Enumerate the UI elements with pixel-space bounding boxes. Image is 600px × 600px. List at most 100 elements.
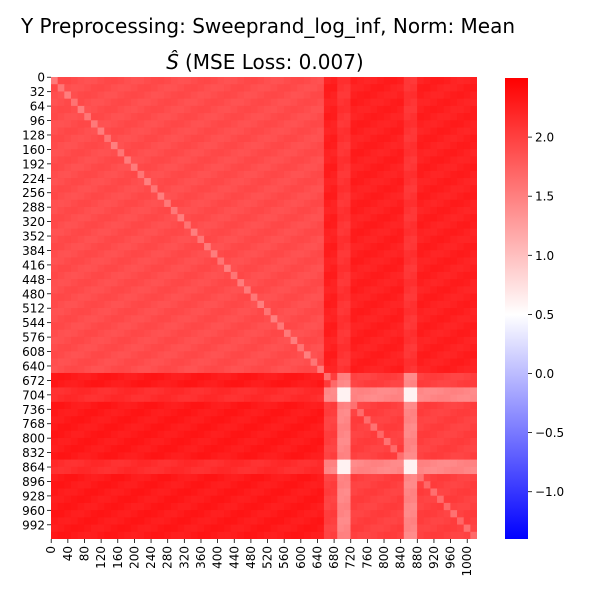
heatmap-cell xyxy=(70,127,79,136)
heatmap-cell xyxy=(244,257,252,266)
heatmap-cell xyxy=(423,192,432,201)
heatmap-cell xyxy=(190,185,199,194)
heatmap-cell xyxy=(430,423,438,432)
heatmap-cell xyxy=(237,178,245,186)
heatmap-cell xyxy=(337,178,345,186)
heatmap-cell xyxy=(204,170,212,179)
heatmap-cell xyxy=(290,235,298,244)
heatmap-cell xyxy=(377,235,385,244)
heatmap-cell xyxy=(177,286,185,295)
heatmap-cell xyxy=(410,192,418,201)
heatmap-cell xyxy=(257,336,265,345)
heatmap-cell xyxy=(377,141,385,150)
heatmap-cell xyxy=(117,488,125,497)
heatmap-cell xyxy=(157,308,165,316)
heatmap-cell xyxy=(357,308,365,316)
heatmap-cell xyxy=(110,156,119,165)
heatmap-cell xyxy=(283,134,292,143)
heatmap-cell xyxy=(277,495,285,504)
heatmap-cell xyxy=(237,221,245,230)
heatmap-cell xyxy=(410,502,418,511)
heatmap-cell xyxy=(250,257,258,266)
heatmap-cell xyxy=(377,271,385,280)
heatmap-cell xyxy=(217,452,225,461)
heatmap-cell xyxy=(197,329,205,338)
heatmap-cell xyxy=(403,178,412,186)
heatmap-cell xyxy=(383,300,392,309)
heatmap-cell xyxy=(84,170,92,179)
heatmap-cell xyxy=(297,336,305,345)
heatmap-cell xyxy=(110,481,119,490)
heatmap-cell xyxy=(397,510,405,518)
heatmap-cell xyxy=(377,488,385,497)
heatmap-cell xyxy=(457,257,465,266)
heatmap-cell xyxy=(470,416,477,425)
heatmap-cell xyxy=(144,365,152,374)
heatmap-cell xyxy=(110,149,119,158)
heatmap-cell xyxy=(110,416,119,425)
heatmap-cell xyxy=(130,488,139,497)
heatmap-cell xyxy=(184,445,192,453)
heatmap-cell xyxy=(90,127,99,136)
heatmap-cell xyxy=(430,105,438,114)
heatmap-cell xyxy=(363,365,372,374)
heatmap-cell xyxy=(410,380,418,389)
heatmap-cell xyxy=(463,84,471,93)
heatmap-cell xyxy=(230,279,238,287)
heatmap-cell xyxy=(383,502,392,511)
heatmap-cell xyxy=(277,235,285,244)
heatmap-cell xyxy=(190,387,199,396)
heatmap-cell xyxy=(164,235,172,244)
heatmap-cell xyxy=(224,84,232,93)
heatmap-cell xyxy=(217,163,225,172)
heatmap-cell xyxy=(164,372,172,381)
heatmap-cell xyxy=(410,531,418,539)
heatmap-cell xyxy=(390,120,398,129)
heatmap-cell xyxy=(244,127,252,136)
heatmap-cell xyxy=(343,243,352,251)
heatmap-cell xyxy=(323,474,332,482)
heatmap-cell xyxy=(51,322,59,331)
heatmap-cell xyxy=(204,113,212,121)
heatmap-cell xyxy=(190,98,199,107)
heatmap-cell xyxy=(84,134,92,143)
heatmap-cell xyxy=(110,185,119,194)
heatmap-cell xyxy=(124,214,132,222)
heatmap-cell xyxy=(363,452,372,461)
heatmap-cell xyxy=(277,452,285,461)
heatmap-cell xyxy=(170,257,179,266)
heatmap-cell xyxy=(130,91,139,100)
heatmap-cell xyxy=(310,437,318,446)
heatmap-cell xyxy=(90,336,99,345)
x-tick-label: 960 xyxy=(444,546,458,569)
heatmap-cell xyxy=(177,98,185,107)
heatmap-cell xyxy=(377,199,385,208)
heatmap-cell xyxy=(70,170,79,179)
heatmap-cell xyxy=(124,257,132,266)
heatmap-cell xyxy=(164,250,172,259)
heatmap-cell xyxy=(157,344,165,352)
heatmap-cell xyxy=(217,293,225,302)
heatmap-cell xyxy=(337,308,345,316)
heatmap-cell xyxy=(450,423,458,432)
heatmap-cell xyxy=(377,77,385,85)
heatmap-cell xyxy=(290,271,298,280)
heatmap-cell xyxy=(377,84,385,93)
heatmap-cell xyxy=(70,163,79,172)
heatmap-cell xyxy=(297,149,305,158)
heatmap-cell xyxy=(164,134,172,143)
heatmap-cell xyxy=(257,365,265,374)
heatmap-cell xyxy=(184,170,192,179)
heatmap-cell xyxy=(310,286,318,295)
heatmap-cell xyxy=(244,84,252,93)
heatmap-cell xyxy=(264,308,272,316)
heatmap-cell xyxy=(217,329,225,338)
heatmap-cell xyxy=(51,286,59,295)
heatmap-cell xyxy=(290,409,298,417)
heatmap-cell xyxy=(323,466,332,475)
heatmap-cell xyxy=(270,250,278,259)
heatmap-cell xyxy=(250,372,258,381)
heatmap-cell xyxy=(363,409,372,417)
heatmap-cell xyxy=(64,98,72,107)
heatmap-cell xyxy=(270,206,278,215)
